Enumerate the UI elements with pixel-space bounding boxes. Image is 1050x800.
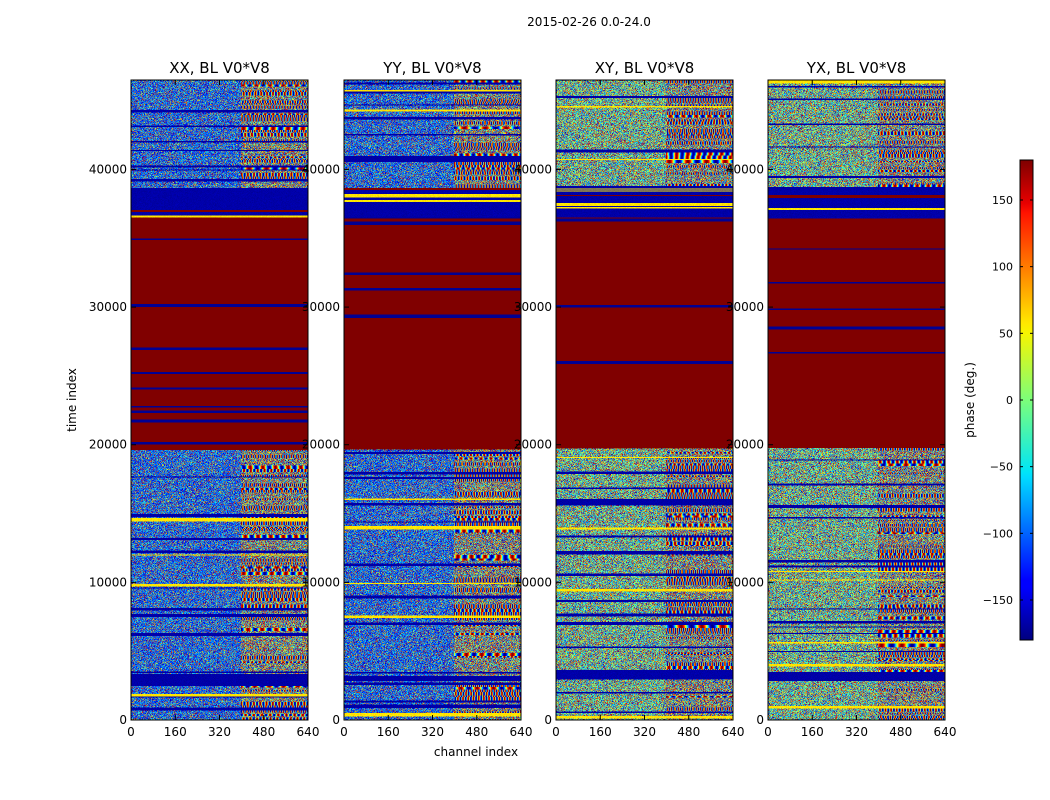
y-tick-label: 40000 [726, 162, 764, 176]
y-tick-label: 10000 [89, 575, 127, 589]
colorbar-tick-label: −150 [983, 594, 1013, 607]
y-tick-label: 20000 [89, 438, 127, 452]
x-axis-label: channel index [434, 745, 518, 759]
x-tick-label: 0 [764, 725, 772, 739]
x-tick-label: 480 [465, 725, 488, 739]
y-tick-label: 10000 [514, 575, 552, 589]
x-tick-label: 320 [633, 725, 656, 739]
y-tick-label: 40000 [89, 162, 127, 176]
panels: XX, BL V0*V8 0 160 320 480 640 0 10000 20000 3000… [89, 59, 957, 739]
panel-yx: YX, BL V0*V8 0 160 320 480 640 0 10000 20000 3000… [726, 59, 957, 739]
x-tick-label: 320 [845, 725, 868, 739]
heatmap-yx [768, 80, 945, 720]
panel-title: YY, BL V0*V8 [382, 59, 481, 77]
y-tick-label: 30000 [89, 300, 127, 314]
colorbar-label: phase (deg.) [963, 362, 977, 438]
x-tick-label: 640 [510, 725, 533, 739]
x-tick-label: 640 [934, 725, 957, 739]
y-tick-label: 10000 [726, 575, 764, 589]
y-tick-label: 20000 [726, 438, 764, 452]
x-tick-label: 320 [208, 725, 231, 739]
heatmap-xx [131, 80, 308, 720]
y-tick-label: 40000 [514, 162, 552, 176]
x-tick-label: 0 [552, 725, 560, 739]
panel-xx: XX, BL V0*V8 0 160 320 480 640 0 10000 20000 3000… [89, 59, 320, 739]
x-tick-label: 480 [252, 725, 275, 739]
colorbar-tick-label: 0 [1006, 394, 1013, 407]
panel-yy: YY, BL V0*V8 0 160 320 480 640 0 10000 20000 3000… [302, 59, 533, 739]
y-tick-label: 30000 [302, 300, 340, 314]
x-tick-label: 0 [340, 725, 348, 739]
colorbar: 150 100 50 0 −50 −100 −150 phase (deg.) [963, 159, 1034, 641]
y-axis-label: time index [65, 368, 79, 432]
colorbar-tick-label: 100 [992, 261, 1013, 274]
x-tick-label: 160 [801, 725, 824, 739]
colorbar-tick-label: 150 [992, 194, 1013, 207]
x-tick-label: 480 [889, 725, 912, 739]
y-tick-label: 0 [332, 713, 340, 727]
y-tick-label: 20000 [302, 438, 340, 452]
y-tick-label: 40000 [302, 162, 340, 176]
x-tick-label: 160 [589, 725, 612, 739]
colorbar-tick-label: −50 [990, 461, 1013, 474]
panel-title: XY, BL V0*V8 [595, 59, 695, 77]
y-tick-label: 10000 [302, 575, 340, 589]
x-tick-label: 0 [127, 725, 135, 739]
heatmap-xy [556, 80, 733, 720]
y-tick-label: 0 [119, 713, 127, 727]
y-tick-label: 0 [756, 713, 764, 727]
y-tick-label: 20000 [514, 438, 552, 452]
x-tick-label: 640 [297, 725, 320, 739]
x-tick-label: 160 [377, 725, 400, 739]
panel-title: YX, BL V0*V8 [806, 59, 907, 77]
x-tick-label: 320 [421, 725, 444, 739]
colorbar-tick-label: −100 [983, 527, 1013, 540]
x-tick-label: 480 [677, 725, 700, 739]
colorbar-tick-label: 50 [999, 327, 1013, 340]
heatmap-yy [344, 80, 521, 720]
y-tick-label: 30000 [726, 300, 764, 314]
y-tick-label: 30000 [514, 300, 552, 314]
figure-suptitle: 2015-02-26 0.0-24.0 [527, 15, 651, 29]
colorbar-ticks: 150 100 50 0 −50 −100 −150 [983, 194, 1033, 607]
x-tick-label: 160 [164, 725, 187, 739]
y-tick-label: 0 [544, 713, 552, 727]
panel-xy: XY, BL V0*V8 0 160 320 480 640 0 10000 20000 3000… [514, 59, 745, 739]
panel-title: XX, BL V0*V8 [169, 59, 270, 77]
x-tick-label: 640 [722, 725, 745, 739]
